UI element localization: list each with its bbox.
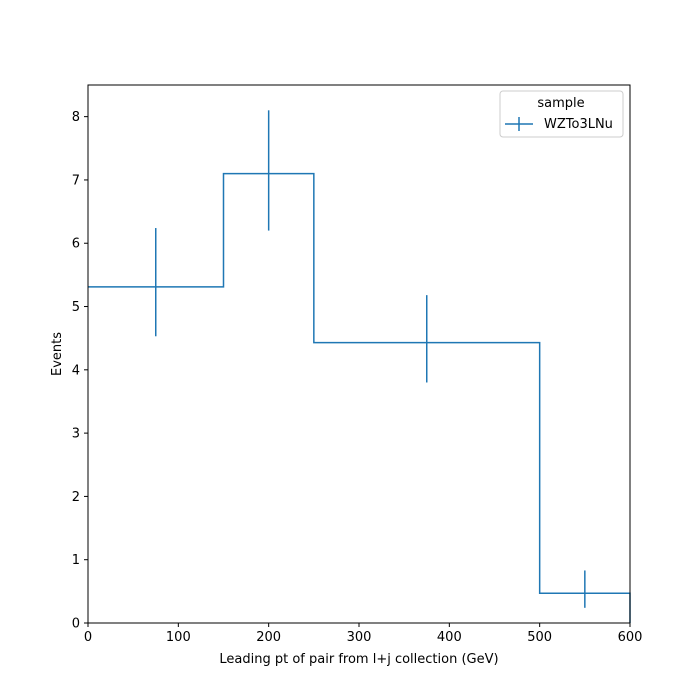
x-tick-label: 0 bbox=[84, 630, 92, 645]
legend: sample WZTo3LNu bbox=[499, 90, 624, 138]
x-axis: 0 100 200 300 400 500 600 bbox=[84, 623, 643, 645]
x-tick-label: 500 bbox=[527, 630, 552, 645]
histogram-step-line bbox=[88, 172, 631, 623]
data-layer bbox=[88, 110, 631, 623]
x-tick-label: 200 bbox=[256, 630, 281, 645]
x-tick-label: 400 bbox=[437, 630, 462, 645]
y-tick-label: 4 bbox=[72, 363, 80, 378]
x-tick-label: 100 bbox=[166, 630, 191, 645]
y-tick-label: 6 bbox=[72, 237, 80, 252]
y-tick-label: 0 bbox=[72, 617, 80, 632]
x-axis-label: Leading pt of pair from l+j collection (… bbox=[219, 652, 498, 667]
y-tick-label: 7 bbox=[72, 173, 80, 188]
x-tick-label: 600 bbox=[618, 630, 643, 645]
x-tick-label: 300 bbox=[347, 630, 372, 645]
legend-box bbox=[499, 90, 624, 138]
y-tick-label: 8 bbox=[72, 110, 80, 125]
legend-title: sample bbox=[537, 96, 584, 111]
y-axis-label: Events bbox=[50, 332, 65, 376]
legend-entry-wzto3lnu: WZTo3LNu bbox=[544, 117, 613, 132]
y-tick-label: 3 bbox=[72, 427, 80, 442]
y-tick-label: 1 bbox=[72, 553, 80, 568]
plot-area bbox=[88, 85, 630, 623]
y-axis: 0 1 2 3 4 5 6 7 8 bbox=[72, 110, 88, 632]
y-tick-label: 2 bbox=[72, 490, 80, 505]
y-tick-label: 5 bbox=[72, 300, 80, 315]
